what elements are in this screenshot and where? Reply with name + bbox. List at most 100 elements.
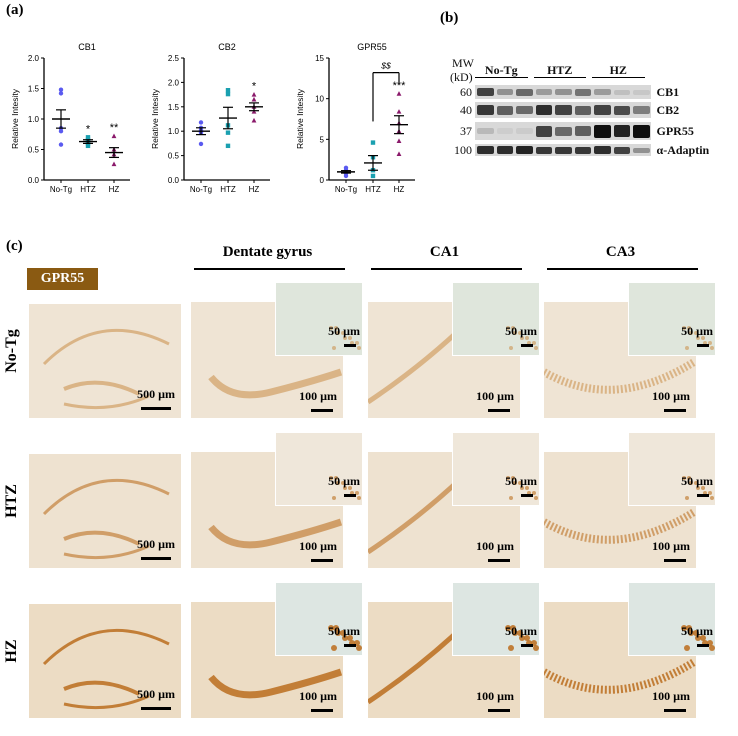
main-scale-bar [664, 709, 686, 712]
row-label-hz: HZ [3, 639, 20, 663]
wb-band [477, 128, 494, 134]
wb-band [535, 89, 552, 95]
main-scale-label: 100 µm [652, 539, 690, 553]
hippocampus-overview-image: 500 µm [29, 304, 181, 418]
wb-band [477, 105, 494, 115]
wb-band [496, 89, 513, 95]
wb-band [496, 146, 513, 154]
chart-cb2: CB2 0.0 0.5 1.0 1.5 2.0 2.5 Relative Intesity No… [140, 38, 275, 203]
wb-blot-strip [475, 144, 651, 156]
overview-scale-label: 500 µm [137, 537, 175, 551]
wb-band [633, 106, 650, 114]
inset-scale-bar [697, 644, 709, 647]
inset-image: 50 µm [452, 282, 540, 356]
overview-scale-bar [141, 407, 171, 410]
inset-scale-label: 50 µm [328, 324, 360, 338]
region-image-dentate-gyrus: 100 µm [191, 302, 343, 418]
region-image-ca3: 100 µm [544, 602, 696, 718]
inset-scale-label: 50 µm [681, 324, 713, 338]
western-blot: MW (kD) No-Tg HTZ HZ 60 CB1 40 CB2 37 GPR55 100 α… [440, 50, 738, 160]
column-header-rule [547, 268, 698, 270]
significance-annotation: $$ [380, 61, 391, 71]
column-header-rule [194, 268, 345, 270]
wb-group-htz: HTZ [533, 64, 586, 78]
x-tick-label: HTZ [365, 185, 381, 194]
main-scale-bar [664, 409, 686, 412]
wb-band [477, 88, 494, 96]
significance-annotation: ** [110, 122, 119, 134]
wb-band [594, 124, 611, 138]
main-scale-bar [311, 559, 333, 562]
chart-cb1: CB1 0.0 0.5 1.0 1.5 2.0 Relative Intesity No-Tg… [0, 38, 135, 203]
significance-annotation: * [86, 123, 91, 135]
wb-band [496, 105, 513, 115]
y-tick-label: 1.5 [168, 103, 180, 112]
column-header-ca1: CA1 [429, 244, 460, 260]
row-label-htz: HTZ [3, 484, 20, 518]
inset-scale-bar [521, 344, 533, 347]
main-scale-label: 100 µm [652, 389, 690, 403]
wb-band [496, 128, 513, 134]
wb-band [555, 89, 572, 95]
main-scale-label: 100 µm [652, 689, 690, 703]
wb-band [516, 106, 533, 114]
x-tick-label: HZ [394, 185, 405, 194]
wb-band [516, 128, 533, 134]
wb-blot-strip [475, 85, 651, 99]
y-tick-label: 0.5 [168, 152, 180, 161]
y-tick-label: 15 [315, 54, 324, 63]
main-scale-bar [488, 559, 510, 562]
region-image-ca3: 100 µm [544, 302, 696, 418]
inset-scale-label: 50 µm [505, 624, 537, 638]
main-scale-label: 100 µm [476, 539, 514, 553]
main-scale-label: 100 µm [476, 389, 514, 403]
inset-scale-label: 50 µm [681, 624, 713, 638]
wb-band [574, 146, 591, 154]
wb-band [516, 88, 533, 96]
column-header-rule [371, 268, 522, 270]
y-tick-label: 0.5 [28, 146, 40, 155]
wb-band [535, 125, 552, 137]
significance-annotation: *** [393, 80, 407, 92]
inset-scale-bar [344, 344, 356, 347]
inset-image: 50 µm [275, 432, 363, 506]
main-scale-label: 100 µm [476, 689, 514, 703]
panel-label-c: (c) [6, 238, 23, 254]
inset-image: 50 µm [628, 582, 716, 656]
wb-band [516, 146, 533, 154]
mw-header-line2: (kD) [450, 70, 473, 84]
y-tick-label: 0.0 [168, 176, 180, 185]
overview-scale-label: 500 µm [137, 687, 175, 701]
wb-protein-label: CB1 [656, 85, 680, 99]
wb-band [613, 146, 630, 154]
wb-band [555, 146, 572, 154]
panel-label-b: (b) [440, 10, 459, 26]
y-tick-label: 0 [320, 176, 325, 185]
panel-label-a: (a) [6, 2, 24, 18]
x-tick-label: HTZ [80, 185, 96, 194]
inset-scale-bar [697, 494, 709, 497]
wb-protein-label: α-Adaptin [656, 143, 710, 157]
wb-protein-label: CB2 [656, 103, 680, 117]
main-scale-label: 100 µm [299, 689, 337, 703]
inset-image: 50 µm [628, 432, 716, 506]
inset-scale-bar [344, 644, 356, 647]
inset-scale-label: 50 µm [505, 324, 537, 338]
main-scale-bar [311, 709, 333, 712]
wb-band [594, 89, 611, 95]
main-scale-bar [311, 409, 333, 412]
y-tick-label: 1.0 [28, 115, 40, 124]
wb-band [633, 124, 650, 138]
wb-band [555, 126, 572, 136]
x-tick-label: No-Tg [50, 185, 72, 194]
y-tick-label: 2.5 [168, 54, 180, 63]
overview-scale-bar [141, 707, 171, 710]
wb-mw-marker: 60 [460, 85, 472, 99]
hippocampus-overview-image: 500 µm [29, 604, 181, 718]
wb-band [574, 126, 591, 136]
x-tick-label: HZ [249, 185, 260, 194]
y-axis-label: Relative Intesity [295, 88, 305, 149]
chart-title: GPR55 [357, 42, 387, 52]
wb-mw-marker: 100 [454, 143, 472, 157]
wb-band [633, 147, 650, 153]
